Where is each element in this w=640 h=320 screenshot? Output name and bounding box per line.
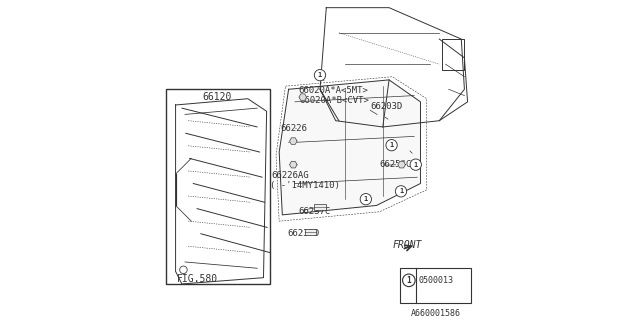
- Text: 66120: 66120: [202, 92, 232, 102]
- Text: FRONT: FRONT: [392, 240, 422, 250]
- FancyBboxPatch shape: [442, 39, 465, 70]
- Polygon shape: [299, 94, 307, 100]
- Text: 1: 1: [364, 196, 368, 202]
- FancyBboxPatch shape: [314, 204, 326, 210]
- FancyBboxPatch shape: [305, 229, 316, 235]
- Text: 1: 1: [413, 162, 418, 168]
- Circle shape: [410, 159, 421, 170]
- Polygon shape: [289, 161, 297, 168]
- Text: 66237D: 66237D: [287, 229, 319, 238]
- Text: 66020A*A<5MT>: 66020A*A<5MT>: [298, 86, 368, 95]
- Polygon shape: [289, 138, 297, 144]
- Text: 1: 1: [318, 72, 322, 78]
- Circle shape: [360, 194, 371, 205]
- Text: FIG.580: FIG.580: [177, 274, 218, 284]
- Text: 1: 1: [399, 188, 403, 194]
- Text: 1: 1: [390, 142, 394, 148]
- Text: ( -'14MY1410): ( -'14MY1410): [270, 180, 340, 189]
- Text: 66226: 66226: [281, 124, 308, 133]
- Text: 66237C: 66237C: [298, 207, 330, 216]
- Circle shape: [396, 186, 406, 197]
- Text: 0500013: 0500013: [419, 276, 454, 285]
- Text: 66203D: 66203D: [370, 102, 403, 111]
- Text: 66253C: 66253C: [380, 160, 412, 169]
- Text: 66020A*B<CVT>: 66020A*B<CVT>: [300, 96, 369, 105]
- Circle shape: [386, 140, 397, 151]
- Polygon shape: [398, 161, 405, 168]
- FancyBboxPatch shape: [166, 89, 270, 284]
- Text: 1: 1: [406, 276, 411, 285]
- Polygon shape: [279, 80, 420, 215]
- FancyBboxPatch shape: [400, 268, 470, 303]
- Text: 66226AG: 66226AG: [271, 171, 309, 180]
- Circle shape: [314, 69, 326, 81]
- Text: A660001586: A660001586: [410, 309, 460, 318]
